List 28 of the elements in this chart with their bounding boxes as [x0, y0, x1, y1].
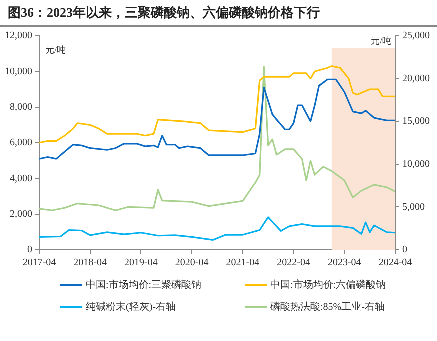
- y-tick-label: 8,000: [10, 102, 32, 113]
- x-tick-label: 2020-04: [175, 258, 209, 269]
- y2-tick-label: 0: [402, 244, 408, 256]
- y2-tick-label: 15,000: [402, 116, 430, 128]
- x-tick-label: 2022-04: [277, 258, 310, 269]
- y2-tick-label: 25,000: [402, 30, 430, 42]
- x-tick-label: 2019-04: [124, 258, 158, 269]
- y-tick-label: 0: [28, 244, 32, 256]
- x-tick-label: 2024-04: [378, 258, 412, 269]
- legend-label: 磷酸热法酸:85%工业-右轴: [270, 300, 385, 314]
- legend-label: 中国:市场均价:三聚磷酸钠: [86, 278, 202, 292]
- x-tick-label: 2017-04: [22, 258, 56, 269]
- legend-label: 纯碱粉末(轻灰)-右轴: [86, 300, 176, 314]
- y-tick-label: 10,000: [5, 66, 32, 78]
- y-tick-label: 2,000: [10, 208, 32, 220]
- x-tick-label: 2018-04: [74, 258, 108, 269]
- y2-tick-label: 20,000: [402, 73, 430, 84]
- legend-label: 中国:市场均价:六偏磷酸钠: [270, 278, 386, 292]
- y-tick-label: 6,000: [10, 138, 32, 149]
- y-tick-label: 12,000: [5, 30, 32, 42]
- x-tick-label: 2021-04: [226, 258, 260, 269]
- y-axis-title: 元/吨: [46, 44, 66, 55]
- y2-tick-label: 10,000: [402, 159, 430, 170]
- chart-title: 图36：2023年以来，三聚磷酸钠、六偏磷酸钠价格下行: [0, 0, 437, 27]
- x-tick-label: 2023-04: [328, 258, 362, 269]
- y-tick-label: 4,000: [10, 173, 32, 184]
- y2-axis-title: 元/吨: [370, 36, 392, 46]
- y2-tick-label: 5,000: [402, 202, 425, 213]
